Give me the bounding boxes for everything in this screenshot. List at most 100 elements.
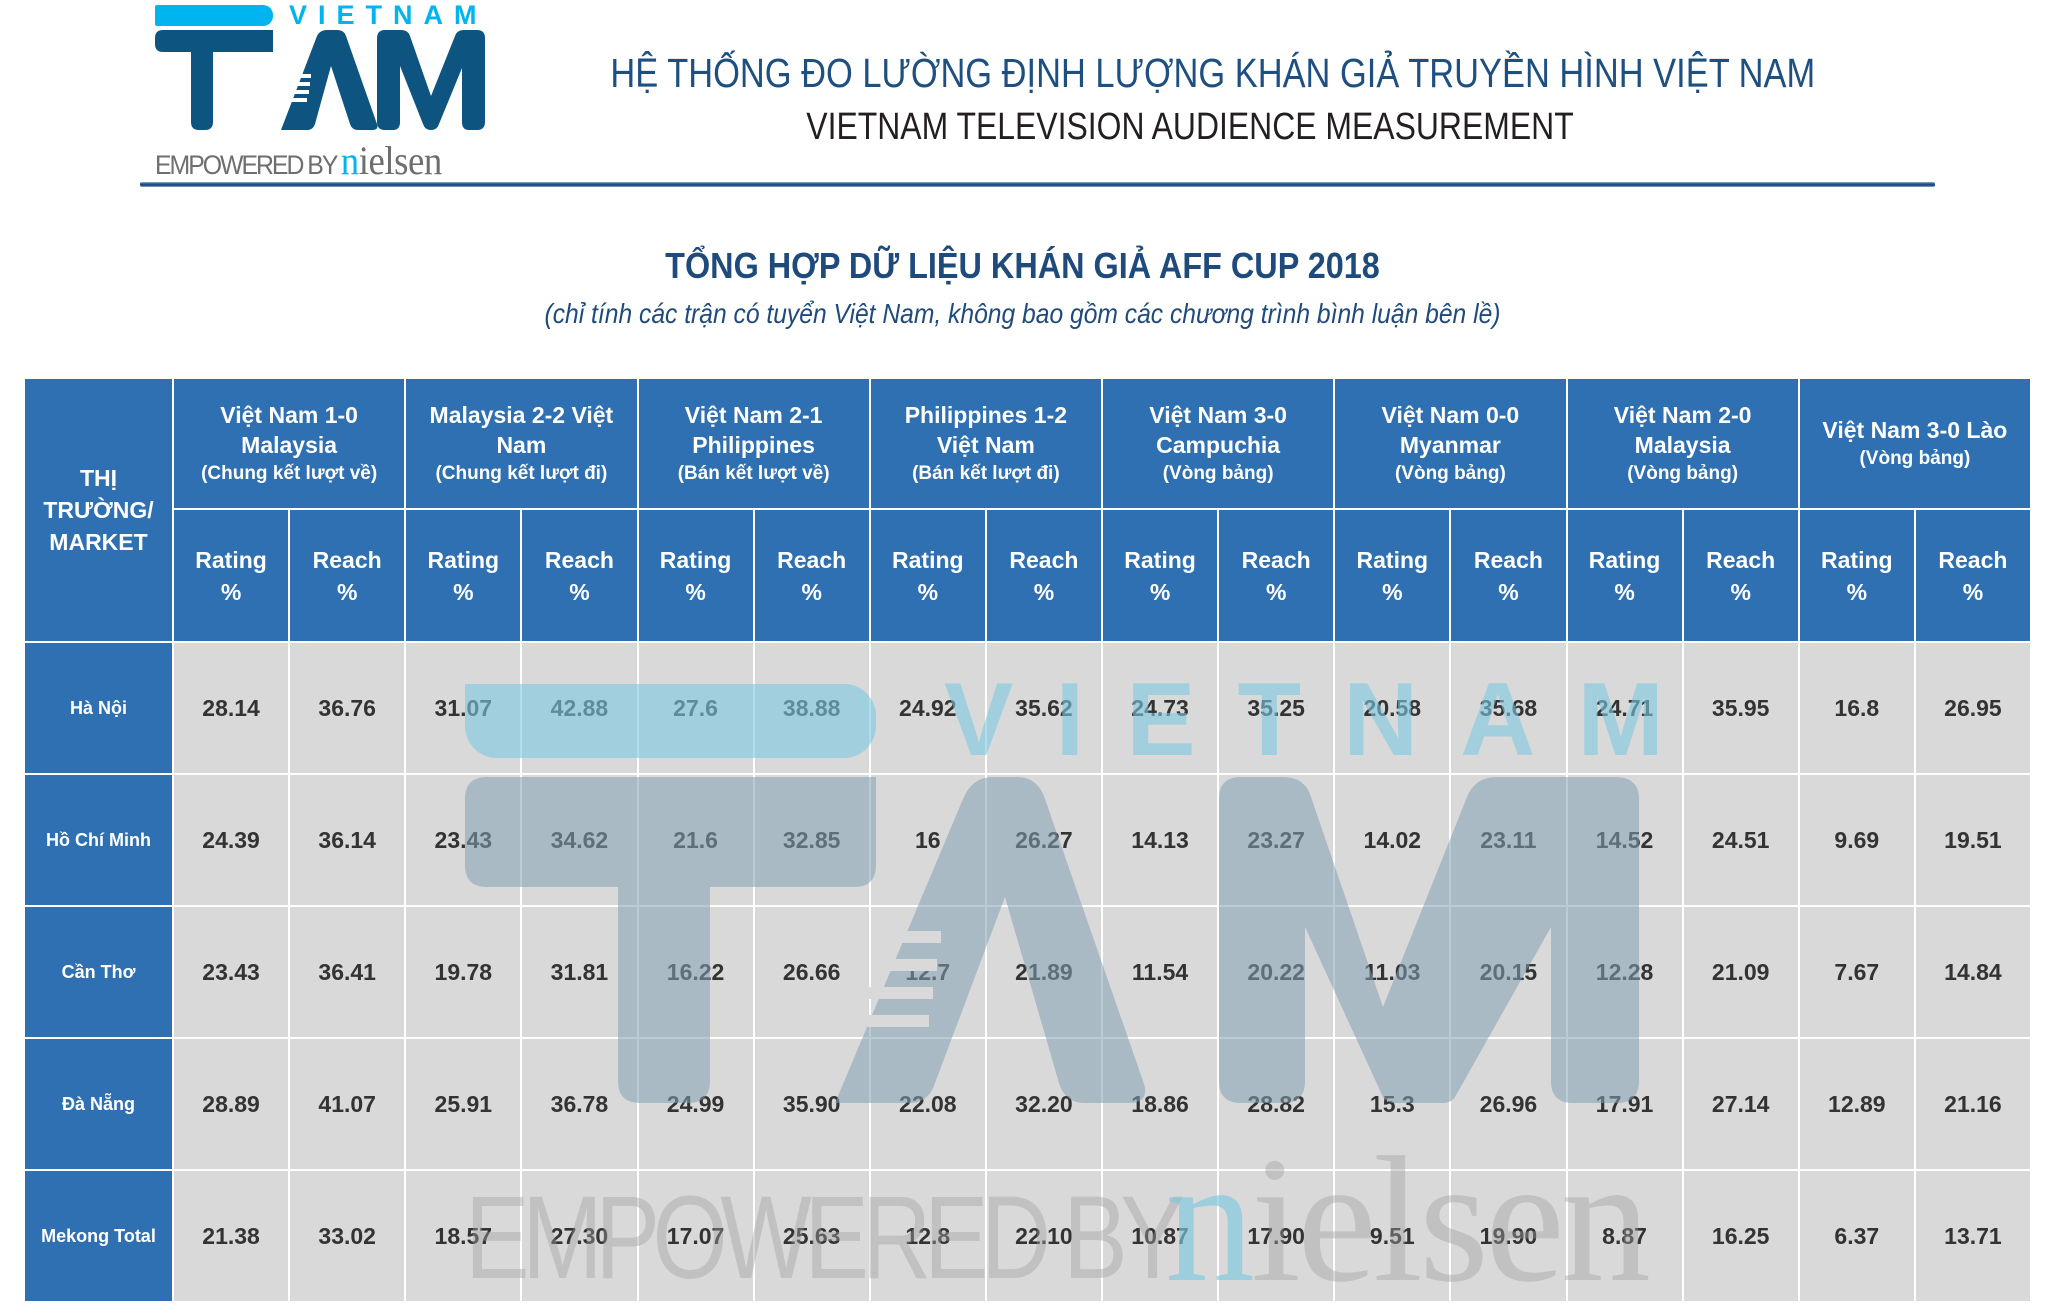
reach-cell: 36.78	[520, 1037, 639, 1171]
cell-value: 28.14	[202, 694, 260, 721]
reach-cell: 34.62	[520, 773, 639, 907]
cell-value: 15.3	[1369, 1090, 1415, 1117]
rating-cell: 23.43	[404, 773, 523, 907]
match-title-line-1: Việt Nam 2-1	[684, 401, 823, 428]
cell-value: 23.11	[1480, 826, 1537, 853]
cell-value: 28.82	[1247, 1090, 1305, 1117]
market-label: Mekong Total	[23, 1169, 174, 1303]
rating-cell: 23.43	[171, 905, 291, 1039]
reach-cell: 36.14	[288, 773, 407, 907]
cell-value: 24.99	[666, 1090, 725, 1117]
reach-cell: 23.27	[1217, 773, 1336, 907]
reach-cell: 14.84	[1913, 905, 2033, 1039]
reach-cell: 21.09	[1681, 905, 1800, 1039]
cell-value: 18.57	[434, 1222, 493, 1249]
cell-value: 17.91	[1595, 1090, 1654, 1117]
cell-value: 14.02	[1363, 826, 1422, 853]
cell-value: 11.03	[1364, 958, 1421, 985]
cell-value: 32.85	[782, 826, 841, 853]
market-header-line-3: MARKET	[49, 529, 148, 555]
rating-cell: 24.73	[1100, 641, 1220, 775]
cell-value: 17.90	[1247, 1222, 1305, 1249]
reach-cell: 24.51	[1681, 773, 1800, 907]
rating-cell: 10.87	[1100, 1169, 1220, 1303]
table-row: Cần Thơ 23.43 36.41 19.78 31.81 16.22 26.66 12.…	[23, 905, 2033, 1039]
reach-header: Reach%	[752, 508, 871, 643]
rating-cell: 7.67	[1797, 905, 1916, 1039]
match-title-line-1: Philippines 1-2	[904, 401, 1068, 428]
rating-cell: 20.58	[1333, 641, 1452, 775]
match-stage: (Vòng bảng)	[1627, 462, 1739, 484]
reach-cell: 38.88	[752, 641, 871, 775]
rating-header: Rating%	[1333, 508, 1452, 643]
rating-cell: 15.3	[1333, 1037, 1452, 1171]
cell-value: 26.66	[782, 958, 841, 985]
cell-value: 27.14	[1711, 1090, 1770, 1117]
match-stage: (Chung kết lượt về)	[201, 462, 378, 484]
cell-value: 16.22	[666, 958, 725, 985]
metric-header-row: Rating% Reach% Rating% Reach% Rating% Re…	[24, 508, 2033, 643]
cell-value: 31.81	[550, 958, 609, 985]
cell-value: 12.7	[905, 958, 951, 985]
cell-value: 10.87	[1131, 1222, 1189, 1249]
cell-value: 35.68	[1479, 694, 1538, 721]
rating-cell: 14.02	[1333, 773, 1452, 907]
rating-cell: 21.6	[636, 773, 755, 907]
reach-cell: 35.95	[1681, 641, 1800, 775]
cell-value: 22.08	[899, 1090, 957, 1117]
cell-value: 12.28	[1595, 958, 1654, 985]
rating-cell: 25.91	[404, 1037, 523, 1171]
reach-cell: 19.51	[1913, 773, 2033, 907]
table-row: Hồ Chí Minh 24.39 36.14 23.43 34.62 21.6 32.85…	[23, 773, 2033, 907]
org-title-english: VIETNAM TELEVISION AUDIENCE MEASUREMENT	[806, 106, 1574, 148]
cell-value: 26.27	[1015, 826, 1073, 853]
logo-tam-wordmark-icon	[155, 30, 485, 130]
cell-value: 24.92	[899, 694, 957, 721]
rating-cell: 12.89	[1797, 1037, 1916, 1171]
reach-cell: 21.16	[1913, 1037, 2033, 1171]
rating-header: Rating%	[868, 508, 987, 643]
market-column-header: THỊ TRƯỜNG/ MARKET	[23, 377, 174, 643]
rating-cell: 31.07	[404, 641, 523, 775]
cell-value: 14.13	[1131, 826, 1189, 853]
match-stage: (Chung kết lượt đi)	[435, 462, 608, 484]
cell-value: 38.88	[782, 694, 841, 721]
rating-cell: 9.69	[1797, 773, 1916, 907]
match-title-line-2: Malaysia	[241, 431, 338, 458]
rating-header: Rating%	[171, 508, 291, 643]
cell-value: 16.25	[1711, 1222, 1770, 1249]
market-header-line-2: TRƯỜNG/	[43, 497, 154, 523]
match-title-line-2: Nam	[496, 431, 547, 458]
cell-value: 34.62	[550, 826, 609, 853]
logo-accent-bar	[155, 5, 273, 26]
logo-vietnam-text: VIETNAM	[289, 0, 488, 30]
cell-value: 24.39	[202, 826, 260, 853]
cell-value: 24.73	[1131, 694, 1189, 721]
cell-value: 26.95	[1944, 694, 2002, 721]
cell-value: 31.07	[434, 694, 493, 721]
cell-value: 28.89	[202, 1090, 260, 1117]
cell-value: 35.90	[782, 1090, 841, 1117]
rating-cell: 14.13	[1100, 773, 1220, 907]
cell-value: 32.20	[1015, 1090, 1073, 1117]
reach-header: Reach%	[520, 508, 639, 643]
reach-header: Reach%	[984, 508, 1104, 643]
rating-cell: 18.86	[1100, 1037, 1220, 1171]
reach-cell: 35.68	[1449, 641, 1568, 775]
cell-value: 12.8	[905, 1222, 951, 1249]
match-header: Việt Nam 2-1 Philippines (Bán kết lượt v…	[636, 377, 871, 510]
cell-value: 20.15	[1479, 958, 1538, 985]
match-header: Philippines 1-2 Việt Nam (Bán kết lượt đ…	[868, 377, 1104, 510]
logo-tagline-prefix: EMPOWERED BY	[155, 150, 341, 180]
match-header: Malaysia 2-2 Việt Nam (Chung kết lượt đi…	[404, 377, 639, 510]
cell-value: 35.62	[1015, 694, 1073, 721]
rating-cell: 17.07	[636, 1169, 755, 1303]
reach-cell: 20.15	[1449, 905, 1568, 1039]
reach-cell: 35.25	[1217, 641, 1336, 775]
rating-cell: 17.91	[1565, 1037, 1684, 1171]
match-title-line-1: Việt Nam 2-0	[1613, 401, 1752, 428]
cell-value: 21.6	[673, 826, 718, 853]
reach-cell: 35.62	[984, 641, 1104, 775]
rating-cell: 16	[868, 773, 987, 907]
logo-nielsen-n: n	[340, 138, 359, 183]
